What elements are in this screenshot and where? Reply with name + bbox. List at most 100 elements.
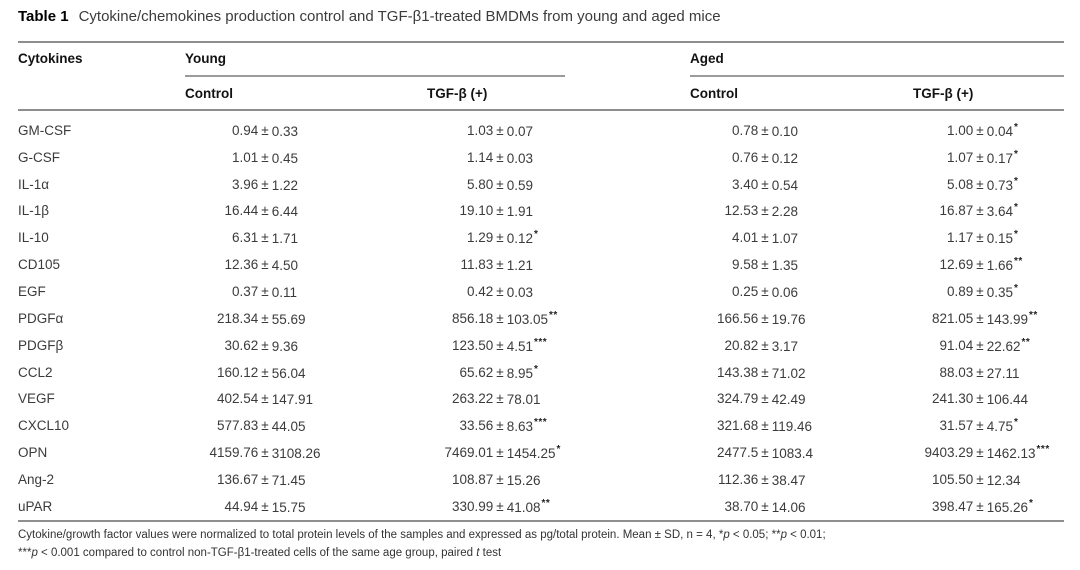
mean-value: 38.70 <box>724 498 759 514</box>
table-row: CXCL10 577.83 ±44.05 33.56 ±8.63*** 321.68… <box>18 412 1064 439</box>
plus-minus-symbol: ± <box>261 283 269 299</box>
value-aged-tgf: 0.89 ±0.35* <box>880 278 1080 305</box>
mean-value: 241.30 <box>932 391 974 407</box>
table-row: VEGF 402.54 ±147.91 263.22 ±78.01 324.79 ±4… <box>18 385 1064 412</box>
cytokine-name: CD105 <box>18 257 61 273</box>
significance-stars: ** <box>549 309 558 321</box>
table-row: G-CSF 1.01 ±0.45 1.14 ±0.03 0.76 ±0.12 1.07… <box>18 144 1064 171</box>
value-young-tgf: 65.62 ±8.95* <box>400 359 600 386</box>
table-footnote: Cytokine/growth factor values were norma… <box>18 527 1064 562</box>
sd-value: 106.44 <box>986 392 1029 408</box>
mean-value: 263.22 <box>452 391 494 407</box>
plus-minus-symbol: ± <box>976 122 984 138</box>
mean-value: 160.12 <box>217 364 259 380</box>
sd-value: 0.33 <box>271 123 298 139</box>
plus-minus-symbol: ± <box>761 418 769 434</box>
plus-minus-symbol: ± <box>496 498 504 514</box>
table-row: IL-10 6.31 ±1.71 1.29 ±0.12* 4.01 ±1.07 1.1… <box>18 224 1064 251</box>
mean-value: 330.99 <box>452 498 494 514</box>
value-aged-control: 0.78 ±0.10 <box>665 117 865 144</box>
value-young-tgf: 11.83 ±1.21 <box>400 251 600 278</box>
value-aged-control: 9.58 ±1.35 <box>665 251 865 278</box>
mean-value: 1.17 <box>947 230 974 246</box>
mean-value: 88.03 <box>939 364 974 380</box>
sd-value: 0.04* <box>986 121 1019 139</box>
value-aged-tgf: 16.87 ±3.64* <box>880 198 1080 225</box>
sd-value: 0.12* <box>506 229 539 247</box>
plus-minus-symbol: ± <box>976 337 984 353</box>
table-row: PDGFβ 30.62 ±9.36 123.50 ±4.51*** 20.82 ±3.… <box>18 332 1064 359</box>
value-aged-control: 20.82 ±3.17 <box>665 332 865 359</box>
plus-minus-symbol: ± <box>761 445 769 461</box>
sd-value: 0.06 <box>771 284 798 300</box>
plus-minus-symbol: ± <box>496 364 504 380</box>
significance-stars: * <box>534 229 539 241</box>
value-young-control: 44.94 ±15.75 <box>165 493 365 520</box>
plus-minus-symbol: ± <box>976 445 984 461</box>
table-row: IL-1α 3.96 ±1.22 5.80 ±0.59 3.40 ±0.54 5.08… <box>18 171 1064 198</box>
value-aged-tgf: 398.47 ±165.26* <box>880 493 1080 520</box>
value-aged-control: 38.70 ±14.06 <box>665 493 865 520</box>
table-row: GM-CSF 0.94 ±0.33 1.03 ±0.07 0.78 ±0.10 1.0… <box>18 117 1064 144</box>
table-caption-text: Cytokine/chemokines production control a… <box>78 8 721 25</box>
mean-value: 16.87 <box>939 203 974 219</box>
sd-value: 56.04 <box>271 365 306 381</box>
plus-minus-symbol: ± <box>261 230 269 246</box>
plus-minus-symbol: ± <box>976 230 984 246</box>
value-aged-tgf: 31.57 ±4.75* <box>880 412 1080 439</box>
table-row: IL-1β 16.44 ±6.44 19.10 ±1.91 12.53 ±2.28 1… <box>18 198 1064 225</box>
sd-value: 2.28 <box>771 204 798 220</box>
sd-value: 12.34 <box>986 472 1021 488</box>
plus-minus-symbol: ± <box>761 391 769 407</box>
mean-value: 1.29 <box>467 230 494 246</box>
cytokine-name: PDGFα <box>18 310 64 326</box>
value-young-control: 0.94 ±0.33 <box>165 117 365 144</box>
mean-value: 0.78 <box>732 122 759 138</box>
value-aged-control: 4.01 ±1.07 <box>665 224 865 251</box>
sd-value: 14.06 <box>771 499 806 515</box>
sd-value: 143.99** <box>986 309 1038 327</box>
significance-stars: * <box>1014 148 1019 160</box>
plus-minus-symbol: ± <box>496 149 504 165</box>
value-young-control: 4159.76 ±3108.26 <box>165 439 365 466</box>
significance-stars: * <box>1014 417 1019 429</box>
value-young-tgf: 1.03 ±0.07 <box>400 117 600 144</box>
plus-minus-symbol: ± <box>261 391 269 407</box>
plus-minus-symbol: ± <box>761 498 769 514</box>
plus-minus-symbol: ± <box>496 257 504 273</box>
plus-minus-symbol: ± <box>761 337 769 353</box>
significance-stars: * <box>1014 229 1019 241</box>
header-young-tgf: TGF-β (+) <box>427 86 488 101</box>
mean-value: 33.56 <box>459 418 494 434</box>
plus-minus-symbol: ± <box>496 283 504 299</box>
value-aged-tgf: 9403.29 ±1462.13*** <box>880 439 1080 466</box>
mean-value: 856.18 <box>452 310 494 326</box>
significance-stars: *** <box>534 336 548 348</box>
plus-minus-symbol: ± <box>761 203 769 219</box>
sd-value: 0.15* <box>986 229 1019 247</box>
cytokine-name: CXCL10 <box>18 418 70 434</box>
sd-value: 0.45 <box>271 150 298 166</box>
value-aged-control: 2477.5 ±1083.4 <box>665 439 865 466</box>
cytokine-name: VEGF <box>18 391 55 407</box>
plus-minus-symbol: ± <box>496 203 504 219</box>
sd-value: 27.11 <box>986 365 1020 381</box>
plus-minus-symbol: ± <box>976 283 984 299</box>
plus-minus-symbol: ± <box>496 445 504 461</box>
sd-value: 1.21 <box>506 258 533 274</box>
sd-value: 3.64* <box>986 202 1019 220</box>
value-young-control: 6.31 ±1.71 <box>165 224 365 251</box>
significance-stars: * <box>1014 175 1019 187</box>
sd-value: 1454.25* <box>506 444 561 462</box>
sd-value: 9.36 <box>271 338 298 354</box>
sd-value: 0.12 <box>771 150 798 166</box>
mean-value: 11.83 <box>460 257 494 273</box>
value-young-control: 0.37 ±0.11 <box>165 278 365 305</box>
mean-value: 143.38 <box>717 364 759 380</box>
cytokine-name: CCL2 <box>18 364 53 380</box>
mean-value: 2477.5 <box>717 445 759 461</box>
cytokine-name: G-CSF <box>18 149 60 165</box>
mean-value: 12.69 <box>939 257 974 273</box>
header-group-aged: Aged <box>690 51 724 66</box>
significance-stars: * <box>1014 121 1019 133</box>
